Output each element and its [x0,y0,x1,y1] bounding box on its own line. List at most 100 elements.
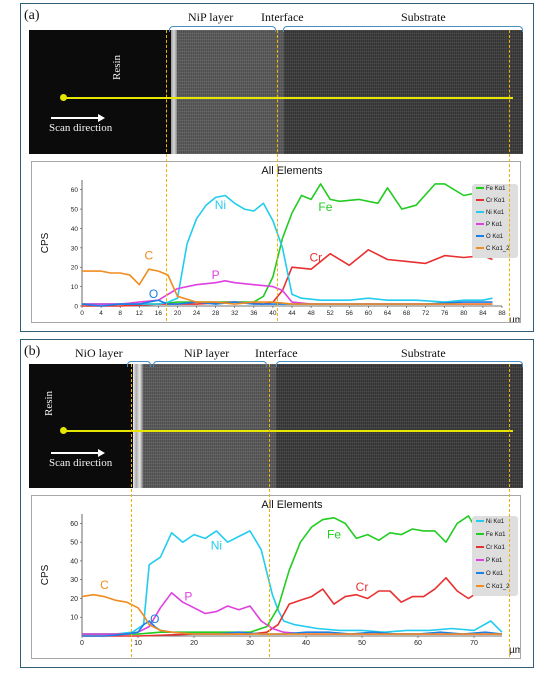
interface-label-a: Interface [261,10,304,24]
x-axis-label: µm [509,645,520,656]
series-line-fe [82,183,494,305]
y-tick-label: 60 [71,187,79,194]
peak-label-fe: Fe [327,527,341,541]
series-line-c [81,593,502,635]
legend-item-ni-b: Ni Kα1 [476,519,504,525]
x-tick-label: 76 [441,310,449,317]
x-tick-label: 12 [136,310,144,317]
nio-layer-region-b [133,364,143,488]
x-tick-label: 80 [460,310,468,317]
y-tick-label: 40 [70,558,78,565]
y-tick-label: 30 [70,577,78,584]
panel-a-label: (a) [24,8,40,23]
sem-image-a: Resin Scan direction [29,30,523,154]
scan-line-a [63,97,513,99]
interface-boundary-line-b [269,364,270,657]
x-tick-label: 8 [118,310,122,317]
x-tick-label: 70 [470,640,478,647]
series-line-cr [82,577,503,637]
x-tick-label: 56 [346,310,354,317]
chart-box-a: All Elements 0 10 20 30 40 50 60 0 4 8 12 16 20 24 28 32… [31,161,523,326]
legend-a: Fe Kα1 Cr Kα1 Ni Kα1 P Kα1 O Kα1 C Kα1_2 [472,184,518,258]
legend-item-cr-b: Cr Kα1 [476,545,505,551]
panel-b-label: (b) [24,344,41,359]
x-axis-label: µm [509,315,520,322]
y-tick-label: 10 [70,615,78,622]
series-line-cr [82,249,493,307]
x-tick-label: 24 [193,310,201,317]
nip-layer-brace-b [153,361,267,367]
substrate-region-b [276,364,523,488]
y-tick-label: 20 [71,265,79,272]
x-tick-label: 40 [269,310,277,317]
series-line-fe [82,515,503,635]
legend-item-p-b: P Kα1 [476,558,502,564]
series-line-c [82,268,493,305]
nip-layer-label-b: NiP layer [184,346,230,360]
nio-layer-label-b: NiO layer [75,346,123,360]
interface-label-b: Interface [255,346,298,360]
resin-label-b: Resin [43,390,55,416]
legend-item-ni-a: Ni Kα1 [476,210,504,216]
x-tick-label: 52 [327,310,335,317]
legend-item-p-a: P Kα1 [476,222,502,228]
y-tick-label: 20 [70,596,78,603]
x-tick-label: 20 [174,310,182,317]
peak-label-c: C [144,248,153,262]
x-tick-label: 16 [155,310,163,317]
x-tick-label: 0 [80,640,84,647]
scan-direction-arrow-a [51,114,105,121]
legend-b: Ni Kα1 Fe Kα1 Cr Kα1 P Kα1 O Kα1 C Kα1_2 [472,516,518,596]
resin-label-a: Resin [111,54,123,80]
substrate-region-a [284,30,523,154]
x-tick-label: 88 [498,310,506,317]
peak-label-cr: Cr [356,580,369,594]
nio-layer-brace-b [127,361,151,367]
interface-boundary-line-a [277,30,278,321]
x-tick-label: 68 [403,310,411,317]
x-tick-label: 36 [250,310,258,317]
scan-direction-arrow-b [51,449,105,456]
legend-item-cr-a: Cr Kα1 [476,198,505,204]
scan-start-dot-a [60,94,67,101]
peak-label-p: P [212,268,220,282]
x-tick-label: 60 [365,310,373,317]
peak-label-p: P [184,589,192,603]
panel-b: (b) Resin Scan direction NiO layer NiP l… [20,339,534,668]
scan-direction-label-a: Scan direction [49,122,113,134]
y-tick-label: 50 [71,207,79,214]
y-tick-label: 60 [70,521,78,528]
y-tick-label: 30 [71,245,79,252]
legend-item-o-a: O Kα1 [476,234,503,240]
x-tick-label: 32 [231,310,239,317]
peak-label-ni: Ni [211,539,222,553]
substrate-label-b: Substrate [401,346,446,360]
legend-item-fe-a: Fe Kα1 [476,186,505,192]
scan-end-line-a [509,30,510,321]
scan-direction-label-b: Scan direction [49,457,113,469]
legend-item-o-b: O Kα1 [476,571,503,577]
panel-a: (a) Resin Scan direction NiP layer Inter… [20,3,534,332]
x-tick-label: 20 [190,640,198,647]
x-tick-label: 50 [358,640,366,647]
x-tick-label: 44 [288,310,296,317]
y-tick-label: 10 [71,284,79,291]
nip-edge-a [171,30,177,154]
nip-layer-region-a [174,30,284,154]
x-tick-label: 40 [302,640,310,647]
peak-label-o: O [149,287,158,301]
chart-box-b: All Elements 10 20 30 40 50 60 0 10 20 30 40 50 60 70 C… [31,495,523,659]
nip-layer-label-a: NiP layer [188,10,234,24]
substrate-label-a: Substrate [401,10,446,24]
line-chart-b: All Elements 10 20 30 40 50 60 0 10 20 30 40 50 60 70 C… [40,499,523,656]
x-tick-label: 60 [414,640,422,647]
nio-boundary-line-b [131,364,132,657]
peak-label-c: C [100,578,109,592]
legend-item-fe-b: Fe Kα1 [476,532,505,538]
y-tick-label: 40 [71,226,79,233]
x-tick-label: 84 [479,310,487,317]
series-line-ni [82,194,493,305]
peak-label-cr: Cr [310,250,323,264]
x-tick-label: 30 [246,640,254,647]
